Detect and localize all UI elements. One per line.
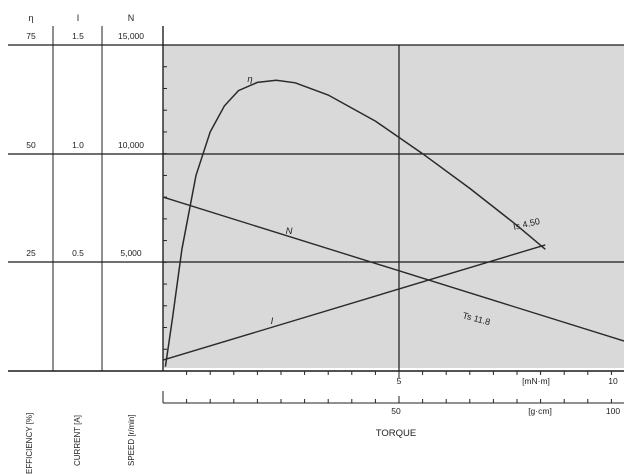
current-tick-1.5: 1.5	[72, 31, 84, 41]
series-speed-line	[162, 196, 624, 342]
current-axis-header: I	[77, 13, 80, 23]
efficiency-tick-25: 25	[26, 248, 36, 258]
speed-axis-label: SPEED [r/min]	[127, 414, 136, 466]
speed-tick-5000: 5,000	[120, 248, 142, 258]
torque-gcm-tick-50: 50	[391, 406, 401, 416]
torque-scale	[162, 371, 624, 404]
torque-mn-tick-10: 10	[608, 376, 618, 386]
efficiency-axis-header: η	[28, 13, 33, 23]
efficiency-tick-75: 75	[26, 31, 36, 41]
plot-area	[163, 45, 624, 368]
efficiency-tick-50: 50	[26, 140, 36, 150]
series-efficiency-label: η	[247, 74, 252, 85]
current-tick-0.5: 0.5	[72, 248, 84, 258]
x-axis-title: TORQUE	[376, 428, 416, 439]
series-current-line	[162, 244, 546, 361]
series-efficiency-line	[164, 79, 546, 367]
current-axis-label: CURRENT [A]	[73, 415, 82, 466]
torque-mn-tick-5: 5	[397, 376, 402, 386]
current-tick-1.0: 1.0	[72, 140, 84, 150]
series-speed-label: N	[286, 226, 293, 237]
speed-tick-15000: 15,000	[118, 31, 144, 41]
speed-axis-header: N	[128, 13, 135, 23]
torque-gcm-tick-100: 100	[606, 406, 620, 416]
efficiency-axis-label: EFFICIENCY [%]	[25, 413, 34, 474]
speed-tick-10000: 10,000	[118, 140, 144, 150]
y-minor-ticks	[163, 66, 167, 350]
torque-mn-unit: [mN·m]	[522, 376, 550, 386]
torque-gcm-unit: [g·cm]	[528, 406, 552, 416]
series-current-label: I	[271, 316, 274, 327]
